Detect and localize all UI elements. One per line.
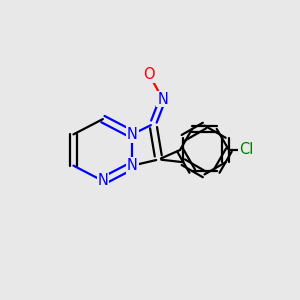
Text: N: N <box>127 127 138 142</box>
Text: N: N <box>98 173 108 188</box>
Text: N: N <box>127 158 138 173</box>
Text: Cl: Cl <box>239 142 253 158</box>
Text: N: N <box>157 92 168 106</box>
Text: O: O <box>143 67 155 82</box>
